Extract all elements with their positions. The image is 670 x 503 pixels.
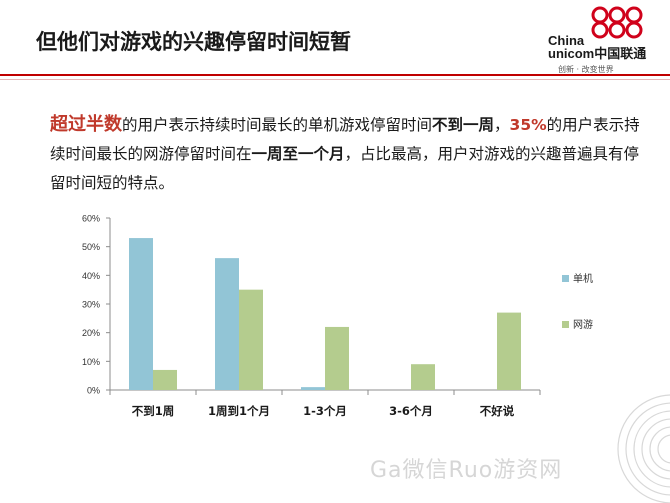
watermark: Ga微信Ruo游资网 — [370, 458, 563, 483]
bar-单机-1周到1个月 — [215, 258, 239, 390]
corner-decoration-bottom-right — [617, 394, 670, 503]
header-divider — [0, 74, 670, 76]
x-category-label: 1-3个月 — [303, 404, 347, 418]
bar-网游-1-3个月 — [325, 326, 349, 390]
legend-label: 网游 — [573, 318, 593, 331]
bar-单机-1-3个月 — [301, 387, 325, 390]
slide-header: 但他们对游戏的兴趣停留时间短暂 China unicom中国联通 创新 · 改变… — [0, 0, 670, 74]
y-tick-label: 60% — [82, 214, 100, 224]
y-tick-label: 30% — [82, 300, 100, 310]
summary-comma: ， — [494, 116, 510, 134]
x-category-label: 3-6个月 — [389, 404, 433, 418]
y-tick-label: 0% — [87, 386, 100, 396]
bar-网游-不到1周 — [153, 369, 177, 390]
slide-title: 但他们对游戏的兴趣停留时间短暂 — [36, 30, 351, 54]
x-category-label: 不到1周 — [132, 404, 175, 418]
brand-name-line2: unicom中国联通 — [548, 46, 647, 61]
bar-单机-不到1周 — [129, 238, 153, 390]
bar-网游-3-6个月 — [411, 364, 435, 390]
china-unicom-logo-icon — [591, 6, 643, 39]
summary-text-2: 的用户表示持续时间最长的网游停留时间在 — [50, 116, 640, 163]
header-divider-thin — [0, 79, 670, 80]
x-category-label: 不好说 — [480, 404, 515, 418]
x-category-label: 1周到1个月 — [208, 404, 270, 418]
legend-label: 单机 — [573, 272, 593, 285]
y-tick-label: 50% — [82, 242, 100, 252]
highlight-week-to-month: 一周至一个月 — [251, 145, 345, 163]
brand-slogan: 创新 · 改变世界 — [558, 65, 614, 74]
y-tick-label: 20% — [82, 328, 100, 338]
summary-paragraph: 超过半数的用户表示持续时间最长的单机游戏停留时间不到一周，35%的用户表示持续时… — [50, 110, 640, 198]
bar-网游-不好说 — [497, 312, 521, 390]
brand-mark: China unicom中国联通 创新 · 改变世界 — [548, 34, 666, 74]
highlight-more-than-half: 超过半数 — [50, 114, 122, 135]
y-tick-label: 40% — [82, 271, 100, 281]
summary-text-1: 的用户表示持续时间最长的单机游戏停留时间 — [122, 116, 433, 134]
summary-text-3: ，占比最高，用户对游戏的兴趣普遍具有停留时间短的特点。 — [50, 145, 640, 192]
legend-swatch-单机 — [562, 275, 569, 282]
legend-swatch-网游 — [562, 321, 569, 328]
brand-name-line1: China — [548, 33, 585, 48]
bar-网游-1周到1个月 — [239, 289, 263, 390]
y-tick-label: 10% — [82, 357, 100, 367]
highlight-less-than-week: 不到一周 — [432, 116, 495, 134]
highlight-35-percent: 35% — [509, 116, 547, 134]
